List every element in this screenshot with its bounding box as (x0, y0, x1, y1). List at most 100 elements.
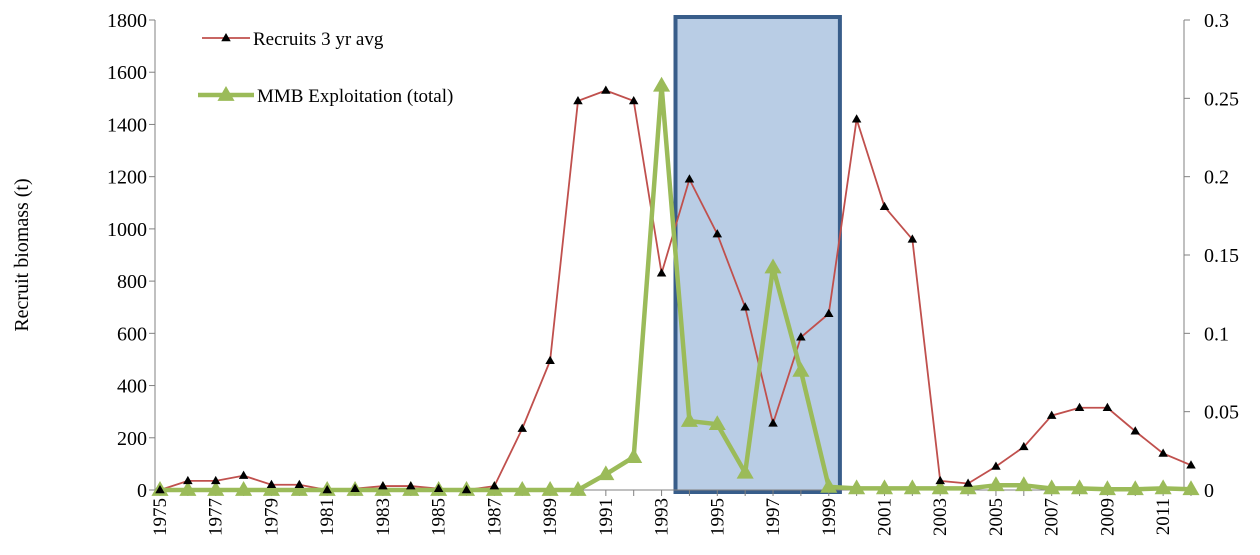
y-tick-label: 0 (137, 480, 147, 502)
x-tick-label: 1979 (261, 498, 282, 536)
x-tick-label: 1977 (206, 498, 227, 536)
legend-marker-recruits (221, 33, 231, 42)
recruits-point (768, 418, 778, 427)
y-axis-title: Recruit biomass (t) (11, 178, 33, 331)
x-tick-label: 1993 (652, 498, 673, 536)
y-tick-label: 800 (117, 271, 147, 293)
recruits-point (935, 475, 945, 485)
exploitation-point (931, 479, 949, 495)
y2-tick-label: 0.15 (1204, 245, 1239, 267)
recruits-point (517, 423, 527, 432)
exploitation-point (792, 361, 810, 377)
recruits-point (628, 95, 639, 105)
exploitation-point (736, 463, 754, 479)
recruits-point (684, 174, 695, 183)
x-tick-label: 1999 (819, 498, 840, 536)
y-tick-label: 1400 (107, 114, 147, 136)
recruits-point (210, 475, 221, 485)
recruits-point (1074, 402, 1085, 411)
x-tick-label: 2009 (1097, 498, 1118, 536)
exploitation-point (708, 415, 726, 431)
exploitation-point (680, 412, 698, 427)
recruits-point (656, 268, 667, 277)
exploitation-point (1043, 479, 1061, 495)
exploitation-point (1126, 480, 1144, 496)
x-tick-label: 1983 (373, 498, 394, 536)
y-tick-label: 400 (117, 376, 147, 398)
recruits-point (1019, 441, 1029, 451)
exploitation-point (1015, 476, 1033, 492)
y2-tick-label: 0.2 (1204, 167, 1229, 189)
x-tick-label: 2003 (930, 498, 951, 536)
tick-labels: 0 200 400 600 800 1000 1200 1400 1600 1800 0 0.05 0.… (107, 10, 1239, 536)
y-tick-label: 600 (117, 323, 147, 345)
y-tick-label: 1200 (107, 167, 147, 189)
recruits-point (266, 479, 277, 489)
recruits-point (378, 481, 388, 490)
recruits-point (155, 485, 165, 494)
recruits-point (740, 302, 750, 311)
y-tick-label: 1600 (107, 62, 147, 84)
exploitation-point (959, 479, 977, 495)
exploitation-point (1182, 480, 1200, 496)
recruits-point (1130, 426, 1141, 435)
recruits-point (238, 470, 249, 479)
recruits-point (573, 95, 583, 105)
y2-tick-label: 0.05 (1204, 402, 1239, 424)
recruits-point (907, 234, 918, 243)
x-tick-label: 1997 (763, 498, 784, 536)
y2-tick-label: 0.1 (1204, 323, 1229, 345)
exploitation-point (179, 481, 197, 496)
legend-label-exploitation: MMB Exploitation (total) (257, 86, 453, 107)
exploitation-point (290, 481, 308, 496)
recruits-point (350, 483, 360, 492)
recruits-point (489, 481, 500, 490)
series-layer (151, 76, 1200, 496)
exploitation-point (987, 476, 1005, 492)
recruits-point (1158, 448, 1168, 457)
exploitation-point (625, 448, 643, 463)
x-tick-label: 2005 (986, 498, 1007, 536)
y-tick-label: 200 (117, 428, 147, 450)
recruits-point (1046, 410, 1057, 419)
x-tick-label: 1991 (596, 498, 617, 536)
exploitation-point (235, 481, 253, 496)
recruits-point (963, 478, 973, 487)
exploitation-point (262, 481, 281, 496)
exploitation-point (1154, 479, 1172, 495)
recruits-point (601, 85, 611, 94)
exploitation-point (569, 481, 587, 496)
recruits-point (433, 483, 444, 492)
x-tick-label: 2001 (874, 498, 895, 536)
y2-tick-label: 0.25 (1204, 88, 1239, 110)
y-tick-label: 1000 (107, 219, 147, 241)
exploitation-point (207, 481, 225, 496)
exploitation-point (1098, 480, 1116, 496)
exploitation-point (764, 258, 782, 274)
x-tick-label: 1987 (484, 498, 505, 536)
recruits-point (322, 485, 332, 494)
legend-marker-exploitation (217, 86, 235, 101)
exploitation-point (875, 479, 894, 495)
x-tick-label: 1989 (540, 498, 561, 536)
x-tick-label: 2007 (1042, 498, 1063, 536)
recruits-point (1102, 402, 1113, 411)
y-tick-label: 1800 (107, 10, 147, 32)
recruits-point (183, 475, 193, 485)
legend-label-recruits: Recruits 3 yr avg (253, 29, 384, 50)
exploitation-point (820, 477, 838, 493)
y2-tick-label: 0 (1204, 480, 1214, 502)
exploitation-point (541, 481, 559, 496)
y2-tick-label: 0.3 (1204, 10, 1229, 32)
recruits-point (712, 229, 723, 238)
recruits-point (824, 308, 834, 317)
legend: Recruits 3 yr avg MMB Exploitation (tota… (198, 29, 453, 107)
x-tick-label: 1995 (707, 498, 728, 536)
x-tick-label: 1981 (317, 498, 338, 536)
recruits-point (851, 114, 862, 123)
x-tick-label: 1985 (429, 498, 450, 536)
recruits-point (461, 485, 472, 494)
exploitation-point (597, 465, 615, 481)
recruits-point (796, 332, 806, 341)
